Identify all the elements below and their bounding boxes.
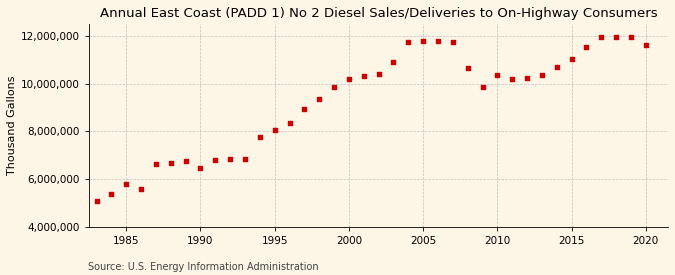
Point [373,72,384,76]
Point [344,77,354,81]
Point [492,73,503,78]
Point [477,85,488,89]
Point [462,66,473,70]
Point [136,187,146,191]
Point [522,75,533,80]
Y-axis label: Thousand Gallons: Thousand Gallons [7,76,17,175]
Point [388,60,399,64]
Point [106,192,117,196]
Point [566,56,577,61]
Point [433,39,443,43]
Point [165,160,176,165]
Point [626,34,637,39]
Point [581,44,592,49]
Point [641,43,651,48]
Point [254,135,265,140]
Point [299,106,310,111]
Point [225,157,236,161]
Point [91,199,102,203]
Point [596,35,607,39]
Point [121,182,132,186]
Point [358,74,369,79]
Point [180,159,191,164]
Point [611,35,622,39]
Point [269,128,280,133]
Point [551,65,562,69]
Point [210,158,221,162]
Point [195,166,206,171]
Point [329,85,340,89]
Point [507,77,518,81]
Point [448,40,458,44]
Point [151,161,161,166]
Point [418,39,429,43]
Point [403,40,414,44]
Point [537,73,547,78]
Point [240,157,250,161]
Point [314,97,325,101]
Title: Annual East Coast (PADD 1) No 2 Diesel Sales/Deliveries to On-Highway Consumers: Annual East Coast (PADD 1) No 2 Diesel S… [100,7,657,20]
Text: Source: U.S. Energy Information Administration: Source: U.S. Energy Information Administ… [88,262,319,272]
Point [284,121,295,125]
